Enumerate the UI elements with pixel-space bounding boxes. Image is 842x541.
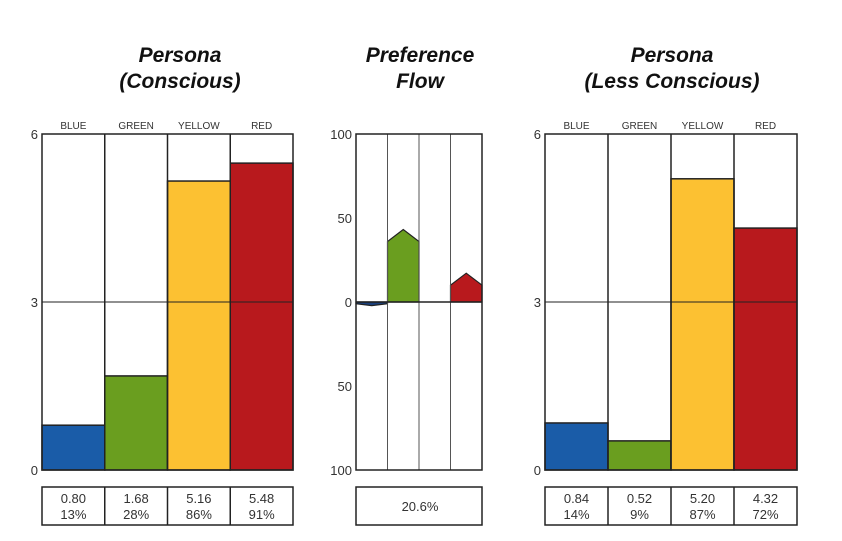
category-label: BLUE [60, 121, 86, 132]
category-label: YELLOW [682, 121, 724, 132]
flow-summary-value: 20.6% [402, 499, 439, 514]
category-label: YELLOW [178, 121, 220, 132]
plot-frame [544, 133, 798, 471]
score-percent: 87% [689, 507, 715, 522]
y-tick-label: 0 [345, 295, 352, 310]
bar-red [229, 162, 294, 471]
score-percent: 13% [60, 507, 86, 522]
plot-frame [41, 133, 294, 471]
bar-green [607, 440, 672, 471]
category-label: RED [251, 121, 272, 132]
bar-green [104, 375, 169, 471]
y-tick-label: 3 [31, 295, 38, 310]
chart-title: Persona [631, 44, 714, 67]
y-tick-label: 50 [338, 211, 352, 226]
score-percent: 14% [563, 507, 589, 522]
score-percent: 91% [249, 507, 275, 522]
score-percent: 72% [752, 507, 778, 522]
category-label: GREEN [622, 121, 658, 132]
score-percent: 86% [186, 507, 212, 522]
bar-blue [41, 424, 106, 471]
score-value: 0.84 [564, 491, 589, 506]
category-label: BLUE [563, 121, 589, 132]
chart-title: (Conscious) [119, 70, 240, 93]
category-label: RED [755, 121, 776, 132]
y-tick-label: 6 [534, 127, 541, 142]
flow-arrow-green [386, 228, 420, 303]
score-value: 4.32 [753, 491, 778, 506]
flow-summary-box [355, 486, 483, 526]
flow-arrow-red [449, 272, 483, 303]
y-tick-label: 3 [534, 295, 541, 310]
score-value: 5.48 [249, 491, 274, 506]
bar-yellow [670, 178, 735, 471]
category-label: GREEN [118, 121, 154, 132]
chart-title: Preference [366, 44, 475, 67]
y-tick-label: 50 [338, 379, 352, 394]
chart-title: (Less Conscious) [584, 70, 759, 93]
score-percent: 28% [123, 507, 149, 522]
bar-blue [544, 422, 609, 471]
y-tick-label: 0 [31, 463, 38, 478]
score-value: 0.52 [627, 491, 652, 506]
score-value: 0.80 [61, 491, 86, 506]
score-percent: 9% [630, 507, 649, 522]
score-value: 5.20 [690, 491, 715, 506]
y-tick-label: 100 [330, 463, 352, 478]
bar-red [733, 227, 798, 471]
chart-title: Flow [396, 70, 445, 93]
score-value: 5.16 [186, 491, 211, 506]
bar-yellow [166, 180, 231, 471]
y-tick-label: 0 [534, 463, 541, 478]
y-tick-label: 100 [330, 127, 352, 142]
score-value: 1.68 [123, 491, 148, 506]
y-tick-label: 6 [31, 127, 38, 142]
chart-title: Persona [139, 44, 222, 67]
plot-frame [355, 133, 483, 471]
